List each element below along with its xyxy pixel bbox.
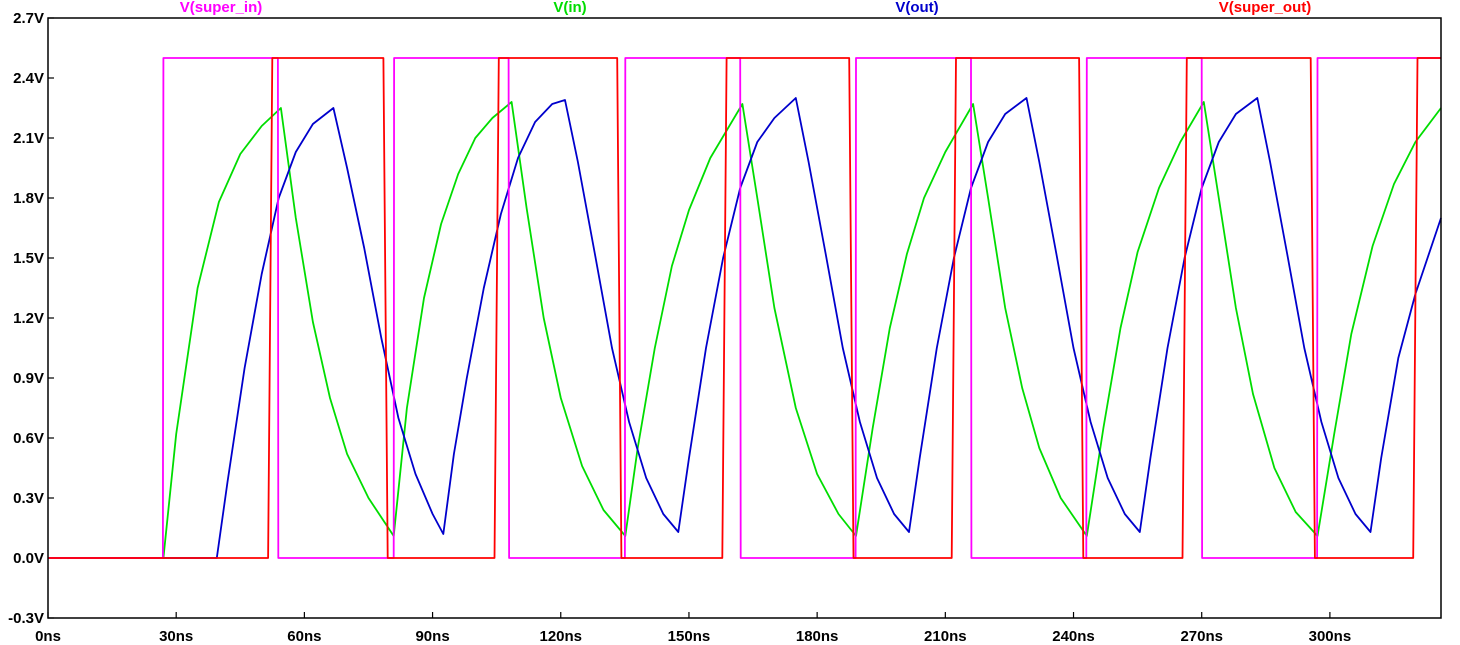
x-axis-tick-labels: 0ns 30ns 60ns 90ns 120ns 150ns 180ns 210ns 240ns… xyxy=(35,628,1351,645)
x-tick-label: 120ns xyxy=(539,628,582,645)
y-tick-label: 0.3V xyxy=(13,490,44,507)
legend-entry[interactable]: V(super_out) xyxy=(1219,0,1312,16)
x-tick-label: 30ns xyxy=(159,628,193,645)
y-axis-tick-labels: 2.7V 2.4V 2.1V 1.8V 1.5V 1.2V 0.9V 0.6V 0.3V 0.0V… xyxy=(8,10,44,627)
y-tick-label: -0.3V xyxy=(8,610,44,627)
x-tick-label: 180ns xyxy=(796,628,839,645)
y-tick-label: 0.0V xyxy=(13,550,44,567)
legend-entry[interactable]: V(out) xyxy=(895,0,938,16)
x-tick-label: 300ns xyxy=(1309,628,1352,645)
x-tick-label: 0ns xyxy=(35,628,61,645)
trace-v-out xyxy=(48,97,1442,559)
trace-v-in xyxy=(48,101,1442,559)
x-tick-label: 90ns xyxy=(415,628,449,645)
y-tick-label: 0.9V xyxy=(13,370,44,387)
y-tick-label: 1.5V xyxy=(13,250,44,267)
x-tick-label: 210ns xyxy=(924,628,967,645)
x-tick-label: 150ns xyxy=(668,628,711,645)
y-tick-label: 1.8V xyxy=(13,190,44,207)
legend-entry[interactable]: V(in) xyxy=(553,0,586,16)
trace-v-super-in xyxy=(48,57,1441,559)
x-tick-label: 240ns xyxy=(1052,628,1095,645)
trace-v-super-out xyxy=(48,57,1441,559)
plot-frame xyxy=(47,17,1442,619)
legend-entry[interactable]: V(super_in) xyxy=(180,0,263,16)
y-tick-label: 2.1V xyxy=(13,130,44,147)
y-tick-label: 0.6V xyxy=(13,430,44,447)
y-tick-label: 2.4V xyxy=(13,70,44,87)
legend: V(super_in) V(in) V(out) V(super_out) xyxy=(180,0,1312,16)
x-tick-label: 270ns xyxy=(1180,628,1223,645)
x-tick-label: 60ns xyxy=(287,628,321,645)
traces xyxy=(48,57,1442,559)
y-tick-label: 2.7V xyxy=(13,10,44,27)
y-tick-label: 1.2V xyxy=(13,310,44,327)
